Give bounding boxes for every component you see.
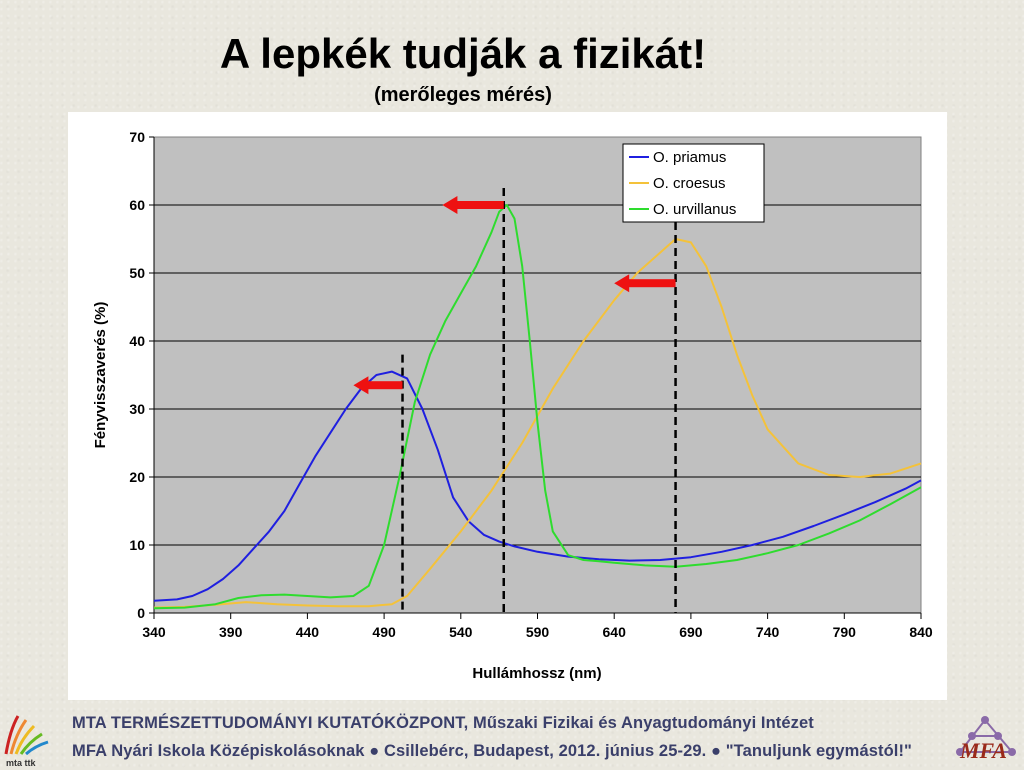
y-axis: 0 10 20 30 40 50 60 70 xyxy=(129,129,155,621)
y-tick-label-50: 50 xyxy=(129,265,145,281)
footer: mta ttk MTA TERMÉSZETTUDOMÁNYI KUTATÓKÖZ… xyxy=(0,706,1024,768)
x-tick-label-540: 540 xyxy=(449,624,473,640)
peak-arrow-2 xyxy=(442,196,504,214)
legend-label-urvillanus: O. urvillanus xyxy=(653,201,736,218)
y-tick-label-70: 70 xyxy=(129,129,145,145)
peak-arrow-3 xyxy=(614,274,676,293)
x-tick-label-790: 790 xyxy=(833,624,857,640)
slide-title: A lepkék tudják a fizikát! xyxy=(219,30,707,77)
x-tick-label-690: 690 xyxy=(679,624,703,640)
mfa-logo-text: MFA xyxy=(959,738,1007,763)
arrow-shaft xyxy=(626,279,676,288)
y-tick-label-30: 30 xyxy=(129,401,145,417)
arrow-shaft xyxy=(365,381,403,390)
legend: O. priamus O. croesus O. urvillanus xyxy=(622,143,765,223)
chart-panel: 0 10 20 30 40 50 60 70 340 390 440 490 540 590 640 690… xyxy=(68,112,947,700)
x-tick-label-740: 740 xyxy=(756,624,780,640)
mta-ttk-logo: mta ttk xyxy=(4,715,49,768)
x-tick-label-840: 840 xyxy=(909,624,933,640)
peak-arrow-1 xyxy=(353,376,403,395)
arrow-head xyxy=(614,274,630,293)
legend-label-croesus: O. croesus xyxy=(653,175,726,192)
x-axis: 340 390 440 490 540 590 640 690 740 790 840 xyxy=(142,612,933,640)
x-tick-label-340: 340 xyxy=(142,624,166,640)
x-tick-label-440: 440 xyxy=(296,624,320,640)
x-tick-label-490: 490 xyxy=(372,624,396,640)
reflectance-chart: 0 10 20 30 40 50 60 70 340 390 440 490 540 590 640 690… xyxy=(92,129,933,682)
series-layer xyxy=(153,204,922,610)
arrow-head xyxy=(442,196,458,214)
x-tick-label-390: 390 xyxy=(219,624,243,640)
series-line-urvillanus xyxy=(153,204,922,610)
series-line-priamus xyxy=(153,370,922,602)
y-axis-title: Fényvisszaverés (%) xyxy=(92,302,109,449)
annotations-layer xyxy=(353,188,677,613)
series-line-croesus xyxy=(153,238,922,609)
x-tick-label-640: 640 xyxy=(603,624,627,640)
y-tick-label-60: 60 xyxy=(129,197,145,213)
mta-logo-text: mta ttk xyxy=(6,758,36,768)
arrow-shaft xyxy=(454,201,504,209)
gridlines xyxy=(154,204,921,546)
footer-institute: MTA TERMÉSZETTUDOMÁNYI KUTATÓKÖZPONT, Mű… xyxy=(72,714,814,732)
y-tick-label-40: 40 xyxy=(129,333,145,349)
x-axis-title: Hullámhossz (nm) xyxy=(472,665,601,682)
arrow-head xyxy=(353,376,369,395)
footer-event: MFA Nyári Iskola Középiskolásoknak ● Csi… xyxy=(72,742,912,760)
y-tick-label-20: 20 xyxy=(129,469,145,485)
x-tick-label-590: 590 xyxy=(526,624,550,640)
y-tick-label-0: 0 xyxy=(137,605,145,621)
mfa-logo: MFA xyxy=(956,716,1016,763)
legend-label-priamus: O. priamus xyxy=(653,149,726,166)
y-tick-label-10: 10 xyxy=(129,537,145,553)
slide-subtitle: (merőleges mérés) xyxy=(374,84,552,106)
